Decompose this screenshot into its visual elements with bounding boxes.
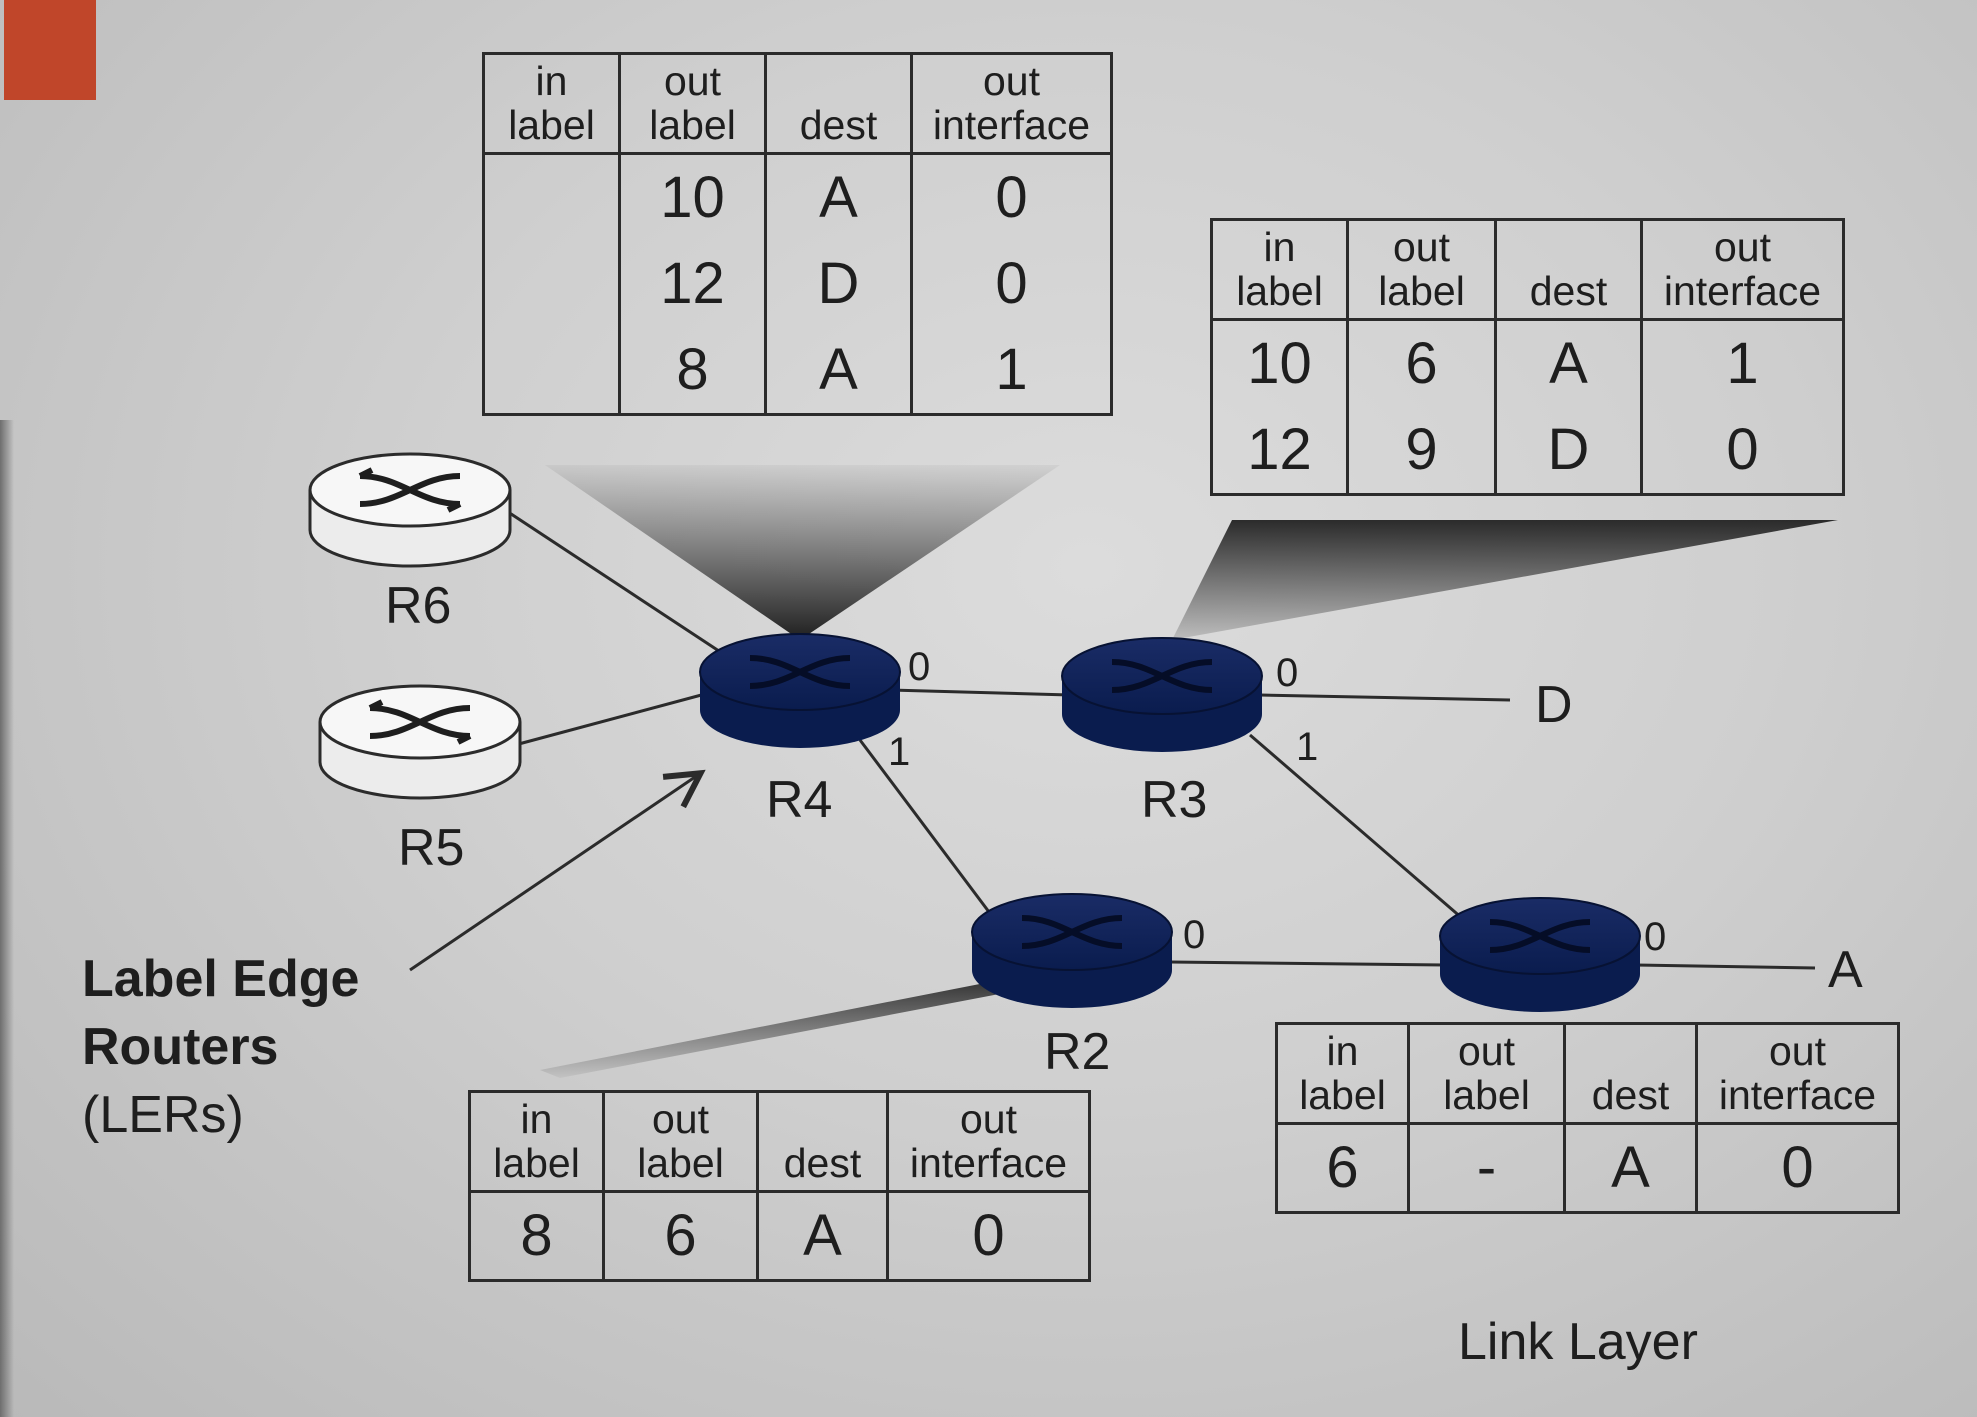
table-row: 6 - A 0 (1275, 1123, 1900, 1213)
r2-table-beam (540, 982, 1020, 1078)
router-label-r2: R2 (1044, 1023, 1111, 1081)
r3-forwarding-table: in label out label dest out interface 10 6 … (1210, 218, 1845, 496)
cell-out-label: - (1407, 1123, 1566, 1213)
header-in-label: in label (482, 53, 621, 155)
cell-dest: A (756, 1191, 889, 1281)
cell-out-interface: 1 (910, 326, 1113, 415)
cell-in-label (482, 326, 621, 415)
destination-d: D (1535, 676, 1573, 734)
port-r4-0: 0 (908, 645, 931, 689)
link-r2-r1 (1169, 960, 1446, 967)
table-row: 12 9 D 0 (1210, 406, 1845, 495)
header-out-interface: out interface (1640, 219, 1845, 321)
cell-out-interface: 0 (1695, 1123, 1900, 1213)
port-r1-0: 0 (1644, 915, 1667, 959)
cell-out-label: 9 (1346, 406, 1497, 495)
header-in-label: in label (468, 1091, 605, 1193)
cell-out-label: 8 (618, 326, 767, 415)
r2-forwarding-table: in label out label dest out interface 8 6 A… (468, 1090, 1091, 1282)
header-out-label: out label (1346, 219, 1497, 321)
left-edge-shadow (0, 420, 14, 1417)
cell-out-label: 12 (618, 240, 767, 327)
router-label-r4: R4 (766, 771, 833, 829)
link-r5-r4 (514, 688, 721, 747)
router-label-r6: R6 (385, 577, 452, 635)
header-in-label: in label (1275, 1023, 1410, 1125)
cell-out-interface: 0 (910, 153, 1113, 241)
header-dest: dest (1563, 1023, 1698, 1125)
cell-out-interface: 0 (1640, 406, 1845, 495)
router-label-r3: R3 (1141, 771, 1208, 829)
cell-out-interface: 0 (886, 1191, 1091, 1281)
link-r6-r4 (504, 508, 726, 657)
cell-in-label (482, 153, 621, 241)
r3-table-beam (1172, 520, 1838, 640)
ler-arrow (409, 775, 698, 972)
router-r1 (1439, 897, 1641, 1012)
table-header-row: in label out label dest out interface (482, 53, 1113, 155)
ler-caption-line1: Label Edge (82, 950, 360, 1008)
cell-in-label: 8 (468, 1191, 605, 1281)
table-row: 10 A 0 (482, 153, 1113, 241)
router-r6 (308, 452, 512, 568)
table-row: 10 6 A 1 (1210, 319, 1845, 407)
port-r2-0: 0 (1183, 913, 1206, 957)
cell-dest: A (1563, 1123, 1698, 1213)
slide-corner-mark (4, 0, 96, 100)
link-r4-r2 (858, 739, 997, 921)
cell-dest: D (1494, 406, 1643, 495)
header-out-label: out label (1407, 1023, 1566, 1125)
router-r5 (318, 684, 522, 800)
cell-in-label: 10 (1210, 319, 1349, 407)
cell-in-label (482, 240, 621, 327)
header-out-label: out label (618, 53, 767, 155)
link-r1-a (1634, 963, 1816, 970)
cell-out-interface: 1 (1640, 319, 1845, 407)
link-r3-d (1259, 693, 1511, 702)
cell-out-label: 6 (1346, 319, 1497, 407)
router-r3 (1061, 637, 1263, 752)
header-out-interface: out interface (910, 53, 1113, 155)
table-header-row: in label out label dest out interface (1275, 1023, 1900, 1125)
port-r4-1: 1 (888, 730, 911, 774)
ler-caption-line2: Routers (82, 1018, 279, 1076)
table-row: 8 6 A 0 (468, 1191, 1091, 1281)
router-r2 (971, 893, 1173, 1008)
ler-caption-line3: (LERs) (82, 1086, 244, 1144)
router-r4 (699, 633, 901, 748)
cell-dest: D (764, 240, 913, 327)
router-label-r5: R5 (398, 819, 465, 877)
header-dest: dest (764, 53, 913, 155)
port-r3-1: 1 (1296, 725, 1319, 769)
footer-link-layer: Link Layer (1458, 1313, 1698, 1371)
cell-dest: A (764, 326, 913, 415)
r1-forwarding-table: in label out label dest out interface 6 - A… (1275, 1022, 1900, 1214)
header-out-interface: out interface (886, 1091, 1091, 1193)
table-row: 8 A 1 (482, 326, 1113, 415)
link-r4-r3 (889, 688, 1071, 697)
ler-caption: Label Edge Routers (LERs) (82, 945, 359, 1149)
cell-dest: A (764, 153, 913, 241)
cell-out-interface: 0 (910, 240, 1113, 327)
cell-out-label: 10 (618, 153, 767, 241)
header-dest: dest (756, 1091, 889, 1193)
table-header-row: in label out label dest out interface (1210, 219, 1845, 321)
header-out-label: out label (602, 1091, 759, 1193)
table-header-row: in label out label dest out interface (468, 1091, 1091, 1193)
header-out-interface: out interface (1695, 1023, 1900, 1125)
link-r3-r1 (1249, 733, 1471, 927)
cell-in-label: 6 (1275, 1123, 1410, 1213)
table-row: 12 D 0 (482, 240, 1113, 327)
destination-a: A (1828, 941, 1863, 999)
header-dest: dest (1494, 219, 1643, 321)
r4-table-beam (545, 465, 1060, 640)
cell-out-label: 6 (602, 1191, 759, 1281)
header-in-label: in label (1210, 219, 1349, 321)
r4-forwarding-table: in label out label dest out interface 10 A … (482, 52, 1113, 416)
port-r3-0: 0 (1276, 651, 1299, 695)
cell-dest: A (1494, 319, 1643, 407)
cell-in-label: 12 (1210, 406, 1349, 495)
